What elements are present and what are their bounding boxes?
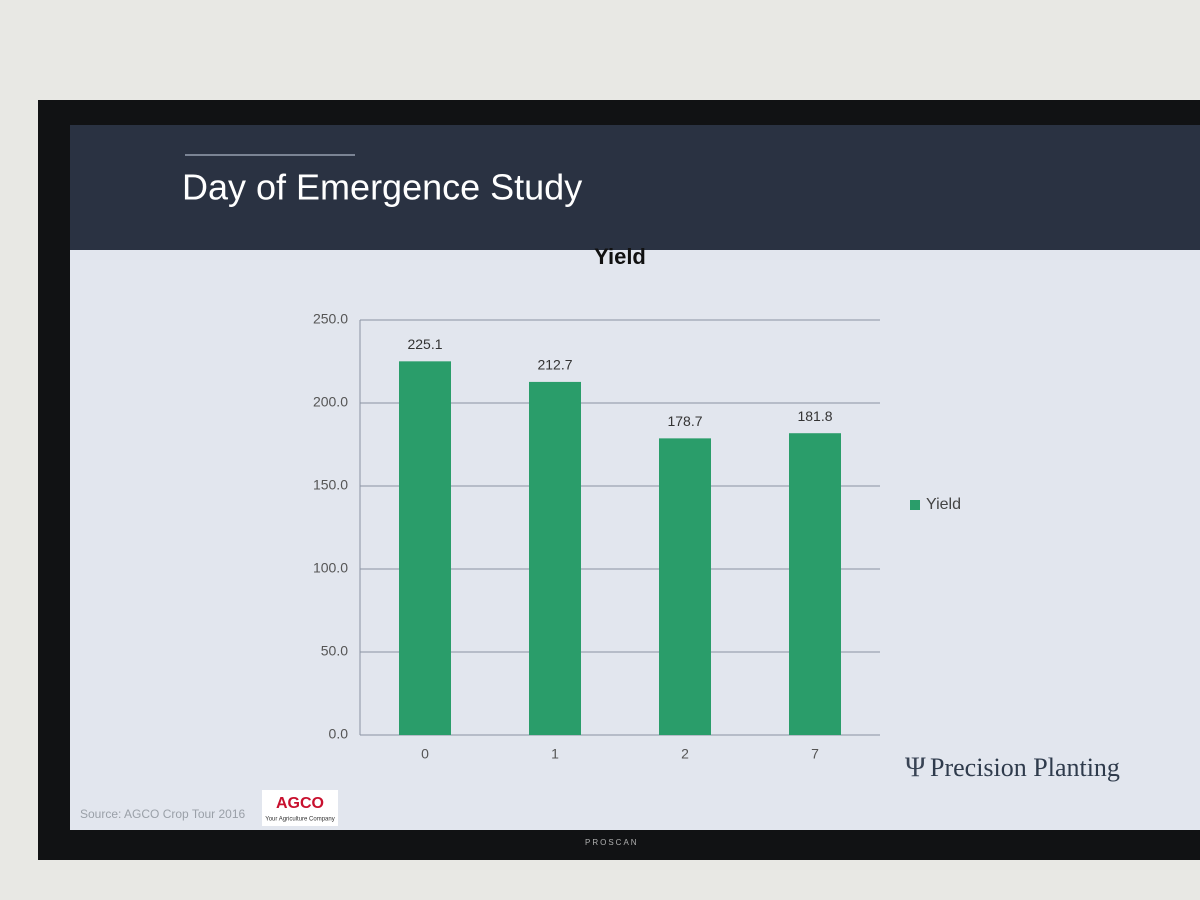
slide-header bbox=[70, 125, 1200, 250]
legend-swatch bbox=[910, 500, 920, 510]
agco-tagline: Your Agriculture Company bbox=[265, 817, 334, 823]
data-label: 212.7 bbox=[537, 357, 572, 373]
y-tick-label: 50.0 bbox=[321, 643, 348, 659]
x-tick-label: 0 bbox=[421, 746, 429, 762]
y-tick-label: 150.0 bbox=[313, 477, 348, 493]
legend-label: Yield bbox=[926, 496, 961, 513]
data-label: 181.8 bbox=[797, 408, 832, 424]
chart-title: Yield bbox=[594, 244, 646, 269]
data-label: 178.7 bbox=[667, 413, 702, 429]
precision-planting-text: Precision Planting bbox=[930, 753, 1120, 782]
y-tick-label: 250.0 bbox=[313, 311, 348, 327]
slide-title: Day of Emergence Study bbox=[182, 167, 582, 208]
bar bbox=[659, 438, 711, 735]
y-tick-label: 0.0 bbox=[329, 726, 349, 742]
data-label: 225.1 bbox=[407, 336, 442, 352]
bar bbox=[399, 361, 451, 735]
y-tick-label: 200.0 bbox=[313, 394, 348, 410]
agco-logo bbox=[262, 790, 338, 826]
x-tick-label: 1 bbox=[551, 746, 559, 762]
precision-planting-logo: Ψ bbox=[905, 752, 926, 783]
y-tick-label: 100.0 bbox=[313, 560, 348, 576]
bar bbox=[789, 433, 841, 735]
x-tick-label: 7 bbox=[811, 746, 819, 762]
agco-logo-text: AGCO bbox=[276, 795, 324, 812]
monitor-brand: PROSCAN bbox=[585, 838, 639, 847]
bar bbox=[529, 381, 581, 735]
x-tick-label: 2 bbox=[681, 746, 689, 762]
source: Source: AGCO Crop Tour 2016 bbox=[80, 807, 246, 821]
